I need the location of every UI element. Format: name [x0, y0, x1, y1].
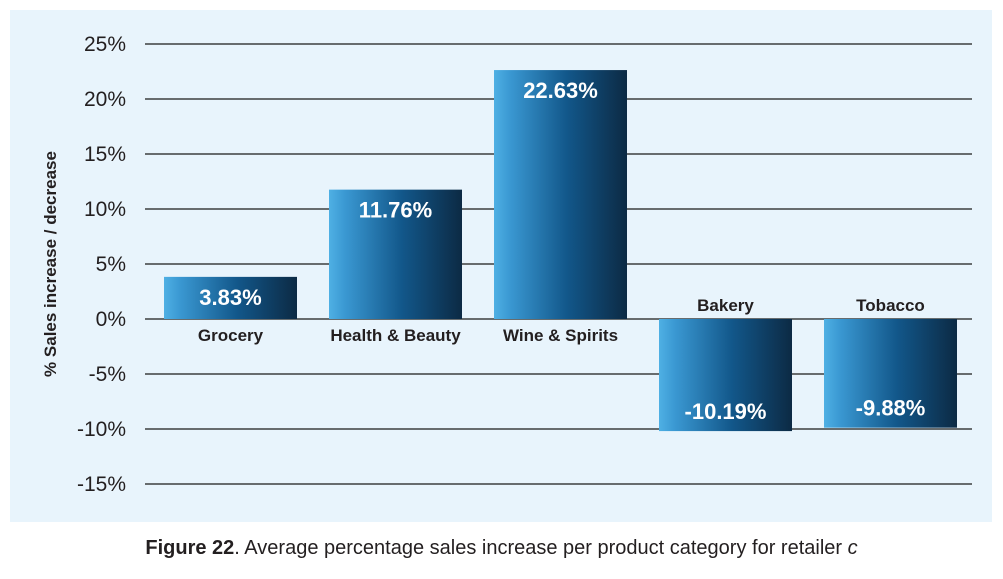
y-tick-label: -10% [77, 418, 126, 441]
bar [659, 319, 792, 432]
y-axis-label: % Sales increase / decrease [41, 151, 60, 377]
y-tick-label: 25% [84, 33, 126, 56]
bar [824, 319, 957, 428]
bar [329, 189, 462, 319]
y-tick-label: 10% [84, 198, 126, 221]
bar-chart: 25% 20% 15% 10% 5% 0% -5% -10% -15% % Sales incre… [41, 33, 972, 496]
caption-variable: c [847, 537, 858, 559]
category-label: Bakery [697, 296, 754, 315]
bar [164, 276, 297, 319]
category-label: Grocery [198, 326, 264, 345]
data-label: -9.88% [856, 396, 926, 421]
bar [494, 70, 627, 319]
y-tick-label: -5% [89, 363, 126, 386]
y-tick-label: 5% [96, 253, 126, 276]
y-tick-label: 20% [84, 88, 126, 111]
data-label: 22.63% [523, 78, 598, 103]
category-label: Wine & Spirits [503, 326, 618, 345]
y-tick-label: 0% [96, 308, 126, 331]
data-label: 3.83% [199, 285, 261, 310]
y-tick-label: -15% [77, 473, 126, 496]
category-label: Tobacco [856, 296, 925, 315]
caption-figure-label: Figure 22 [145, 537, 235, 559]
data-label: 11.76% [359, 198, 432, 223]
figure-caption: Figure 22. Average percentage sales incr… [0, 537, 1003, 560]
caption-text: . Average percentage sales increase per … [234, 537, 848, 559]
data-label: -10.19% [685, 399, 767, 424]
category-label: Health & Beauty [330, 326, 461, 345]
y-tick-label: 15% [84, 143, 126, 166]
